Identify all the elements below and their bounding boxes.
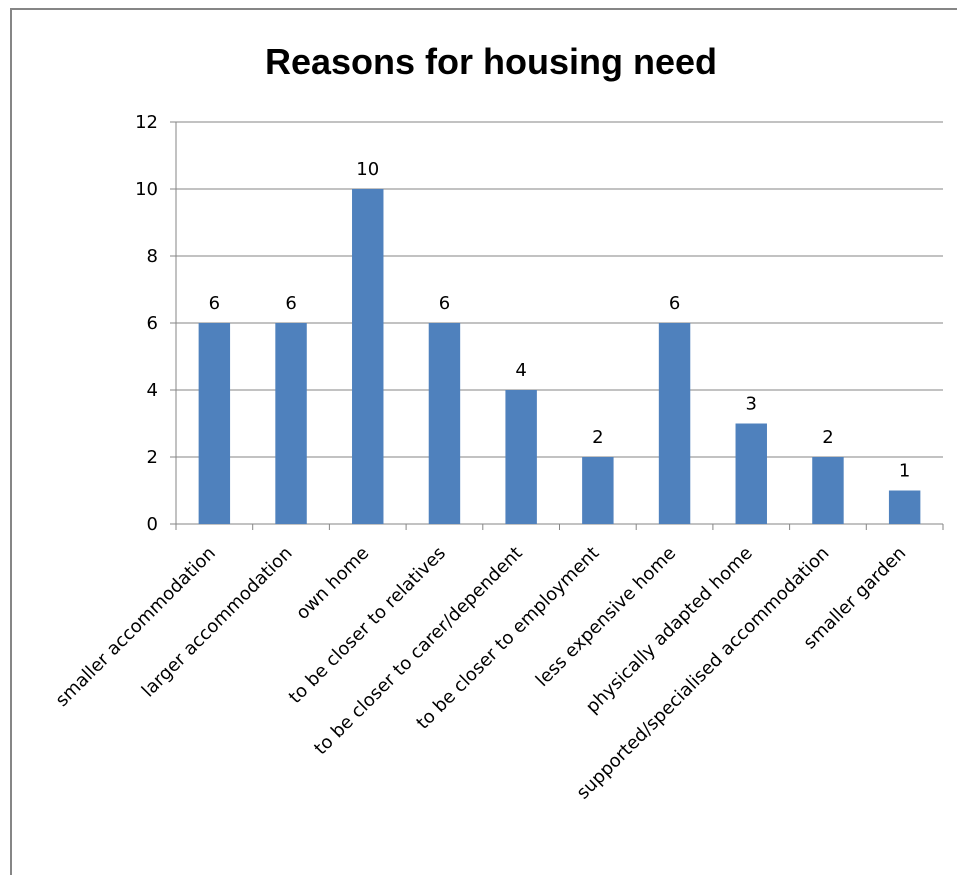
data-label: 6 <box>669 293 680 314</box>
chart-title: Reasons for housing need <box>265 41 717 82</box>
bar <box>198 323 231 524</box>
bar <box>428 323 461 524</box>
bar <box>582 457 614 524</box>
y-tick-label: 12 <box>135 112 158 133</box>
data-label: 4 <box>515 360 526 381</box>
bar <box>888 490 921 524</box>
data-label: 3 <box>746 394 757 415</box>
y-tick-label: 8 <box>147 246 158 267</box>
y-tick-label: 0 <box>147 514 158 535</box>
data-label: 10 <box>356 159 379 180</box>
chart-frame <box>10 8 957 875</box>
bar <box>505 390 537 524</box>
data-label: 6 <box>285 293 296 314</box>
bar <box>735 423 767 524</box>
y-tick-label: 2 <box>147 447 158 468</box>
data-label: 1 <box>899 461 910 482</box>
y-tick-label: 10 <box>135 179 158 200</box>
data-label: 2 <box>822 427 833 448</box>
data-label: 2 <box>592 427 603 448</box>
category-label: smaller accommodation <box>52 543 220 711</box>
category-label: less expensive home <box>532 543 680 691</box>
bar <box>812 457 844 524</box>
bars <box>198 189 921 524</box>
y-tick-label: 6 <box>147 313 158 334</box>
data-label: 6 <box>209 293 220 314</box>
bar <box>658 323 691 524</box>
y-tick-label: 4 <box>147 380 158 401</box>
category-label: own home <box>292 543 373 624</box>
y-tick-labels: 0 2 4 6 8 10 12 <box>135 112 158 535</box>
category-label: to be closer to relatives <box>285 543 450 708</box>
bar <box>352 189 384 524</box>
bar <box>275 323 307 524</box>
category-label: larger accommodation <box>138 543 297 702</box>
data-labels: 6 6 10 6 4 2 6 3 2 1 <box>209 159 911 482</box>
data-label: 6 <box>439 293 450 314</box>
